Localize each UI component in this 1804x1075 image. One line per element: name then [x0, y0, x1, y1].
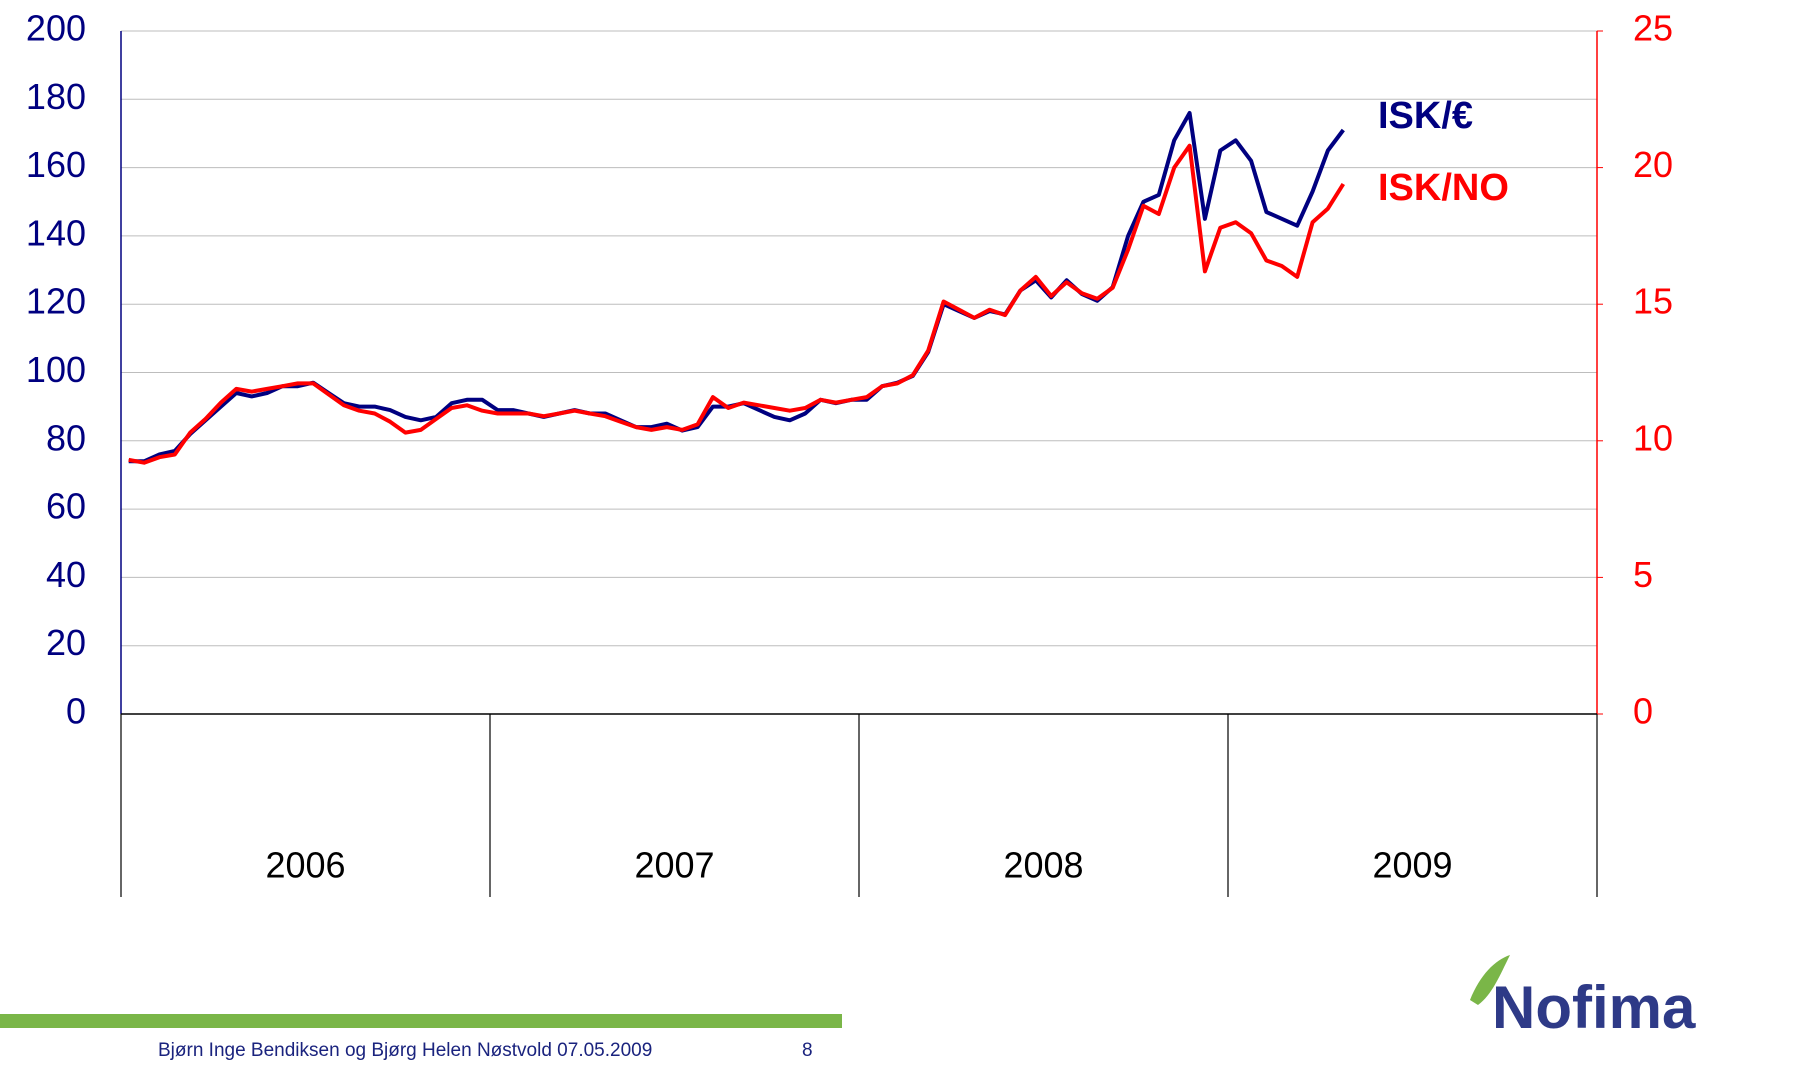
- page-number: 8: [802, 1040, 813, 1061]
- slide: Bjørn Inge Bendiksen og Bjørg Helen Nøst…: [0, 0, 1804, 1075]
- x-tick-label: 2009: [1372, 845, 1452, 886]
- x-tick-label: 2006: [265, 845, 345, 886]
- y-tick-label: 40: [46, 554, 86, 595]
- legend-label: ISK/€: [1378, 95, 1473, 137]
- y-tick-label: 80: [46, 417, 86, 458]
- y2-tick-label: 20: [1633, 144, 1673, 185]
- y2-tick-label: 25: [1633, 8, 1673, 49]
- y2-tick-label: 5: [1633, 554, 1653, 595]
- logo: Nofima: [1492, 974, 1696, 1041]
- series-line: [129, 113, 1344, 461]
- footer-bar: [0, 1014, 842, 1028]
- y-tick-label: 120: [26, 281, 86, 322]
- x-tick-label: 2008: [1003, 845, 1083, 886]
- y-tick-label: 0: [66, 691, 86, 732]
- y2-tick-label: 10: [1633, 417, 1673, 458]
- y-tick-label: 140: [26, 212, 86, 253]
- y2-tick-label: 0: [1633, 691, 1653, 732]
- x-tick-label: 2007: [634, 845, 714, 886]
- y-tick-label: 200: [26, 8, 86, 49]
- footer-text: Bjørn Inge Bendiksen og Bjørg Helen Nøst…: [158, 1040, 652, 1061]
- y2-tick-label: 15: [1633, 281, 1673, 322]
- legend-label: ISK/NO: [1378, 167, 1509, 209]
- y-tick-label: 180: [26, 76, 86, 117]
- y-tick-label: 100: [26, 349, 86, 390]
- y-tick-label: 160: [26, 144, 86, 185]
- y-tick-label: 20: [46, 622, 86, 663]
- y-tick-label: 60: [46, 486, 86, 527]
